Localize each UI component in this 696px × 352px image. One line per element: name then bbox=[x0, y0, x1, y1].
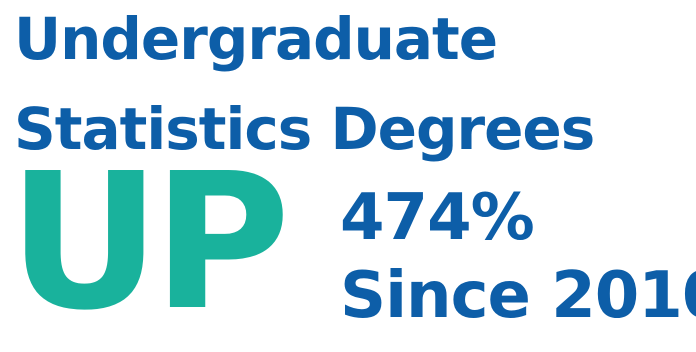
headline-line-2: Statistics Degrees bbox=[14, 95, 595, 163]
since-year: Since 2010 bbox=[340, 259, 696, 333]
percent-increase: 474% bbox=[340, 181, 535, 255]
headline-line-1: Undergraduate bbox=[14, 5, 498, 73]
direction-up-label: UP bbox=[8, 133, 290, 352]
